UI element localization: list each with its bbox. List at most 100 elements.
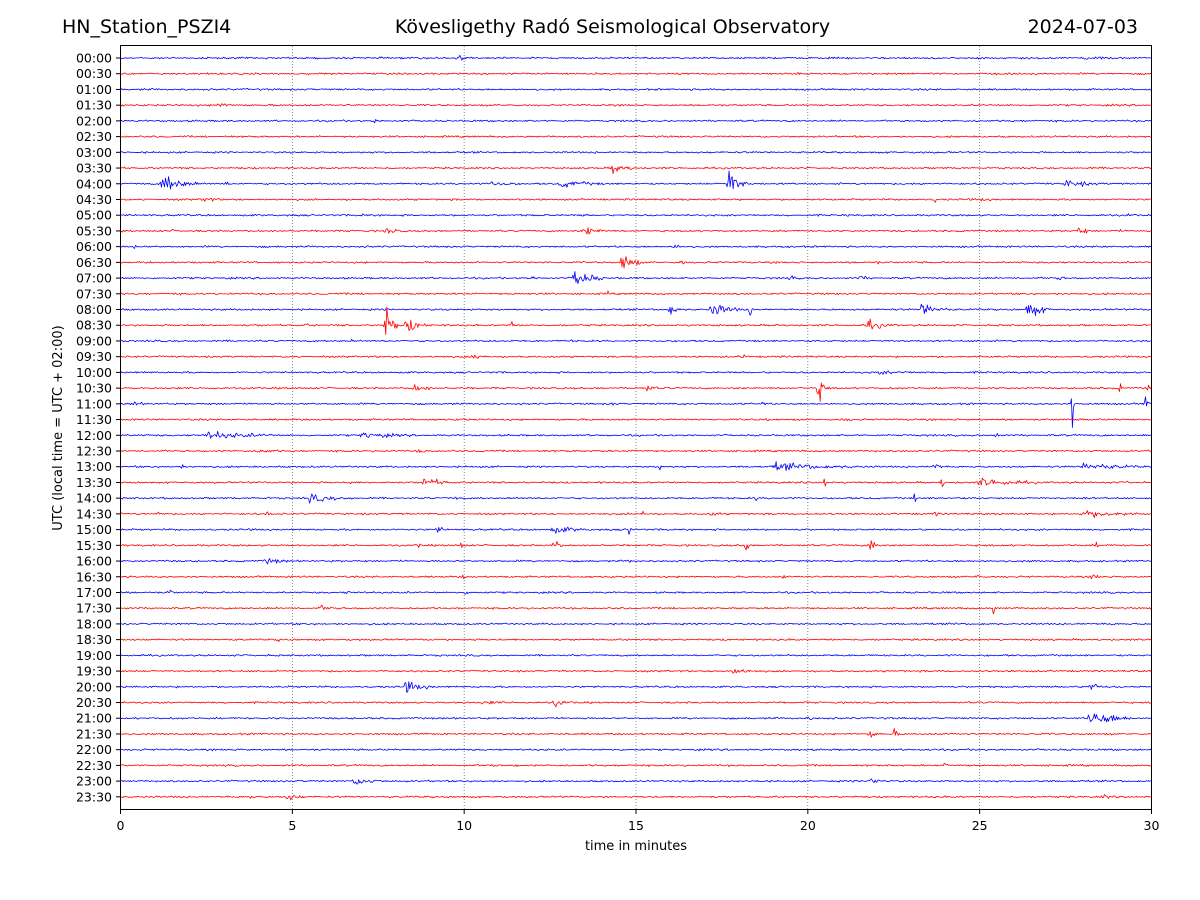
trace-0430: [120, 197, 1152, 203]
trace-1930: [120, 669, 1152, 674]
traces: [120, 54, 1152, 801]
y-axis-label: UTC (local time = UTC + 02:00): [51, 325, 66, 530]
y-tick-label: 12:00: [76, 428, 112, 443]
y-tick-label: 20:00: [76, 679, 112, 694]
trace-0400: [120, 170, 1152, 190]
trace-1900: [120, 653, 1152, 657]
trace-0630: [120, 256, 1152, 269]
y-tick-label: 04:00: [76, 176, 112, 191]
plot-frame: [120, 45, 1152, 810]
trace-1300: [120, 461, 1152, 472]
y-tick-label: 05:00: [76, 208, 112, 223]
trace-1100: [120, 396, 1152, 428]
trace-0730: [120, 290, 1152, 296]
trace-1830: [120, 638, 1152, 642]
y-tick-label: 17:00: [76, 585, 112, 600]
trace-2230: [120, 762, 1152, 768]
x-tick-label: 10: [456, 818, 472, 833]
y-tick-label: 01:00: [76, 82, 112, 97]
y-tick-label: 21:30: [76, 726, 112, 741]
y-tick-label: 00:30: [76, 66, 112, 81]
trace-1730: [120, 604, 1152, 615]
y-axis: 00:0000:3001:0001:3002:0002:3003:0003:30…: [76, 51, 120, 804]
date-label: 2024-07-03: [1027, 16, 1138, 38]
y-tick-label: 05:30: [76, 223, 112, 238]
y-tick-label: 19:30: [76, 664, 112, 679]
y-tick-label: 22:00: [76, 742, 112, 757]
trace-1030: [120, 382, 1152, 402]
x-tick-label: 25: [972, 818, 988, 833]
trace-1000: [120, 370, 1152, 375]
trace-1230: [120, 449, 1152, 453]
trace-0800: [120, 303, 1152, 316]
trace-1330: [120, 477, 1152, 488]
trace-2300: [120, 778, 1152, 785]
trace-1400: [120, 493, 1152, 504]
y-tick-label: 02:30: [76, 129, 112, 144]
x-axis-label: time in minutes: [585, 839, 687, 854]
trace-0930: [120, 354, 1152, 359]
y-tick-label: 12:30: [76, 444, 112, 459]
trace-0900: [120, 338, 1152, 343]
y-tick-label: 06:30: [76, 255, 112, 270]
y-tick-label: 14:30: [76, 506, 112, 521]
trace-0700: [120, 271, 1152, 284]
y-tick-label: 07:00: [76, 271, 112, 286]
y-tick-label: 18:00: [76, 616, 112, 631]
grid-lines: [291, 46, 981, 809]
trace-1700: [120, 589, 1152, 595]
trace-0100: [120, 88, 1152, 91]
y-tick-label: 06:00: [76, 239, 112, 254]
trace-0500: [120, 213, 1152, 217]
trace-1630: [120, 574, 1152, 580]
x-tick-label: 0: [117, 818, 125, 833]
y-tick-label: 10:30: [76, 381, 112, 396]
trace-1530: [120, 540, 1152, 551]
trace-0530: [120, 227, 1152, 235]
y-tick-label: 14:00: [76, 491, 112, 506]
y-tick-label: 19:00: [76, 648, 112, 663]
y-tick-label: 15:00: [76, 522, 112, 537]
y-tick-label: 09:30: [76, 349, 112, 364]
y-tick-label: 03:00: [76, 145, 112, 160]
y-tick-label: 23:00: [76, 774, 112, 789]
y-tick-label: 18:30: [76, 632, 112, 647]
trace-2030: [120, 700, 1152, 708]
trace-1800: [120, 622, 1152, 626]
trace-0130: [120, 103, 1152, 107]
trace-2130: [120, 728, 1152, 738]
y-tick-label: 07:30: [76, 286, 112, 301]
trace-1130: [120, 417, 1152, 422]
y-tick-label: 23:30: [76, 789, 112, 804]
trace-2100: [120, 713, 1152, 723]
y-tick-label: 09:00: [76, 333, 112, 348]
station-name: HN_Station_PSZI4: [62, 16, 232, 38]
y-tick-label: 00:00: [76, 51, 112, 66]
x-tick-label: 20: [800, 818, 816, 833]
y-tick-label: 10:00: [76, 365, 112, 380]
trace-1430: [120, 510, 1152, 519]
y-tick-label: 16:30: [76, 569, 112, 584]
trace-0300: [120, 150, 1152, 154]
trace-0230: [120, 135, 1152, 139]
y-tick-label: 03:30: [76, 161, 112, 176]
x-axis: 0 5 10 15 20 25 30: [117, 810, 1160, 833]
y-tick-label: 15:30: [76, 538, 112, 553]
y-tick-label: 13:00: [76, 459, 112, 474]
trace-0330: [120, 165, 1152, 175]
y-tick-label: 02:00: [76, 113, 112, 128]
trace-0030: [120, 72, 1152, 76]
x-tick-label: 30: [1144, 818, 1160, 833]
y-tick-label: 08:00: [76, 302, 112, 317]
x-tick-label: 15: [628, 818, 644, 833]
y-tick-label: 16:00: [76, 554, 112, 569]
trace-0200: [120, 118, 1152, 124]
trace-1200: [120, 430, 1152, 439]
y-tick-label: 17:30: [76, 601, 112, 616]
y-tick-label: 04:30: [76, 192, 112, 207]
y-tick-label: 08:30: [76, 318, 112, 333]
observatory-title: Kövesligethy Radó Seismological Observat…: [394, 16, 831, 38]
y-tick-label: 11:30: [76, 412, 112, 427]
y-tick-label: 20:30: [76, 695, 112, 710]
